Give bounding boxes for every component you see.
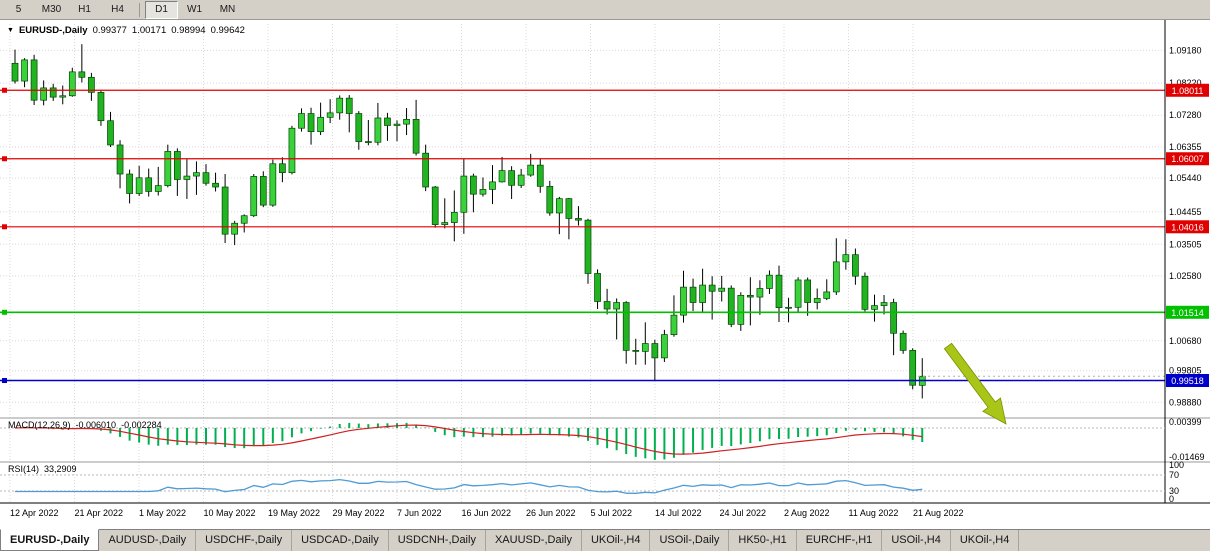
svg-text:0.99805: 0.99805 <box>1169 366 1202 376</box>
svg-text:5 Jul 2022: 5 Jul 2022 <box>591 508 633 518</box>
svg-text:10 May 2022: 10 May 2022 <box>204 508 256 518</box>
chart-tab-usdchf-daily[interactable]: USDCHF-,Daily <box>196 530 293 551</box>
timeframe-button-W1[interactable]: W1 <box>187 3 202 15</box>
svg-text:24 Jul 2022: 24 Jul 2022 <box>720 508 767 518</box>
chart-tab-usdcnh-daily[interactable]: USDCNH-,Daily <box>389 530 486 551</box>
svg-text:14 Jul 2022: 14 Jul 2022 <box>655 508 702 518</box>
svg-text:1.09180: 1.09180 <box>1169 45 1202 55</box>
svg-text:1.02580: 1.02580 <box>1169 271 1202 281</box>
rsi-name: RSI(14) <box>8 464 40 474</box>
svg-text:1.00680: 1.00680 <box>1169 336 1202 346</box>
chart-title: ▼ EURUSD-,Daily 0.99377 1.00171 0.98994 … <box>7 25 245 36</box>
price-chart[interactable]: 1.09180 1.08220 1.07280 1.06355 1.05440 1.044… <box>0 20 1210 529</box>
svg-text:1.03505: 1.03505 <box>1169 239 1202 249</box>
svg-text:29 May 2022: 29 May 2022 <box>333 508 385 518</box>
ohlc-low: 0.98994 <box>171 25 206 36</box>
chart-tab-ukoil-h4[interactable]: UKOil-,H4 <box>582 530 651 551</box>
timeframe-button-MN[interactable]: MN <box>219 3 236 15</box>
chart-symbol: EURUSD-,Daily <box>18 25 88 36</box>
macd-name: MACD(12,26,9) <box>8 420 71 430</box>
svg-text:100: 100 <box>1169 460 1184 470</box>
rsi-layer <box>0 474 1165 494</box>
chart-tab-audusd-daily[interactable]: AUDUSD-,Daily <box>99 530 197 551</box>
chart-window: 1.09180 1.08220 1.07280 1.06355 1.05440 1.044… <box>0 20 1210 529</box>
svg-text:0.99518: 0.99518 <box>1171 376 1204 386</box>
chart-frame <box>0 20 1210 504</box>
chart-tab-xauusd-daily[interactable]: XAUUSD-,Daily <box>486 530 582 551</box>
svg-text:1.08011: 1.08011 <box>1172 86 1204 96</box>
chart-tab-usdcad-daily[interactable]: USDCAD-,Daily <box>292 530 389 551</box>
candles-layer <box>11 44 926 399</box>
toolbar-divider <box>139 2 140 17</box>
macd-main-value: -0.006010 <box>75 420 117 430</box>
svg-text:26 Jun 2022: 26 Jun 2022 <box>526 508 576 518</box>
macd-indicator-label: MACD(12,26,9) -0.006010 -0.002284 <box>8 420 162 430</box>
timeframe-toolbar: 5 M30 H1 H4 D1 W1 MN <box>0 0 1210 20</box>
svg-text:2 Aug 2022: 2 Aug 2022 <box>784 508 830 518</box>
svg-text:-0.01469: -0.01469 <box>1169 452 1205 462</box>
svg-text:1.07280: 1.07280 <box>1169 110 1202 120</box>
chart-tab-ukoil-h4[interactable]: UKOil-,H4 <box>951 530 1020 551</box>
rsi-indicator-label: RSI(14) 33,2909 <box>8 464 77 474</box>
svg-text:1.01514: 1.01514 <box>1171 308 1204 318</box>
chevron-down-icon[interactable]: ▼ <box>7 27 14 34</box>
horizontal-levels-layer <box>0 87 1165 384</box>
ohlc-open: 0.99377 <box>92 25 127 36</box>
svg-text:70: 70 <box>1169 470 1179 480</box>
svg-text:1.04455: 1.04455 <box>1169 207 1202 217</box>
svg-text:1.05440: 1.05440 <box>1169 173 1202 183</box>
svg-text:21 Apr 2022: 21 Apr 2022 <box>75 508 124 518</box>
svg-text:7 Jun 2022: 7 Jun 2022 <box>397 508 442 518</box>
svg-text:0: 0 <box>1169 494 1174 504</box>
svg-text:0.00399: 0.00399 <box>1169 417 1202 427</box>
svg-text:16 Jun 2022: 16 Jun 2022 <box>462 508 512 518</box>
svg-text:1 May 2022: 1 May 2022 <box>139 508 186 518</box>
svg-text:1.08220: 1.08220 <box>1169 78 1202 88</box>
svg-text:1.04016: 1.04016 <box>1171 222 1204 232</box>
svg-text:12 Apr 2022: 12 Apr 2022 <box>10 508 59 518</box>
chart-tab-usoil-daily[interactable]: USOil-,Daily <box>650 530 730 551</box>
ohlc-close: 0.99642 <box>210 25 245 36</box>
timeframe-button-5[interactable]: 5 <box>15 3 22 15</box>
chart-tab-usoil-h4[interactable]: USOil-,H4 <box>882 530 951 551</box>
timeframe-button-M30[interactable]: M30 <box>41 3 62 15</box>
chart-tab-eurusd-daily[interactable]: EURUSD-,Daily <box>0 529 100 551</box>
grid-layer <box>0 24 1165 503</box>
timeframe-button-D1[interactable]: D1 <box>145 0 178 19</box>
timeframe-button-H1[interactable]: H1 <box>78 3 91 15</box>
down-arrow-annotation[interactable] <box>943 342 1007 425</box>
axis-labels-layer: 1.09180 1.08220 1.07280 1.06355 1.05440 1.044… <box>10 45 1205 518</box>
svg-text:19 May 2022: 19 May 2022 <box>268 508 320 518</box>
macd-layer <box>0 422 1165 460</box>
svg-text:1.06007: 1.06007 <box>1171 154 1204 164</box>
ohlc-high: 1.00171 <box>131 25 167 36</box>
chart-tabbar: EURUSD-,Daily AUDUSD-,Daily USDCHF-,Daily U… <box>0 529 1210 551</box>
svg-text:1.06355: 1.06355 <box>1169 142 1202 152</box>
svg-text:0.98880: 0.98880 <box>1169 397 1202 407</box>
timeframe-button-H4[interactable]: H4 <box>111 3 124 15</box>
svg-text:11 Aug 2022: 11 Aug 2022 <box>849 508 899 518</box>
chart-tab-eurchf-h1[interactable]: EURCHF-,H1 <box>797 530 883 551</box>
chart-tab-hk50-h1[interactable]: HK50-,H1 <box>729 530 797 551</box>
svg-text:30: 30 <box>1169 486 1179 496</box>
price-boxes-layer: 1.08011 1.06007 1.04016 1.01514 0.99518 <box>1166 83 1209 388</box>
rsi-value: 33,2909 <box>44 464 77 474</box>
svg-text:21 Aug 2022: 21 Aug 2022 <box>913 508 964 518</box>
macd-signal-value: -0.002284 <box>121 420 162 430</box>
